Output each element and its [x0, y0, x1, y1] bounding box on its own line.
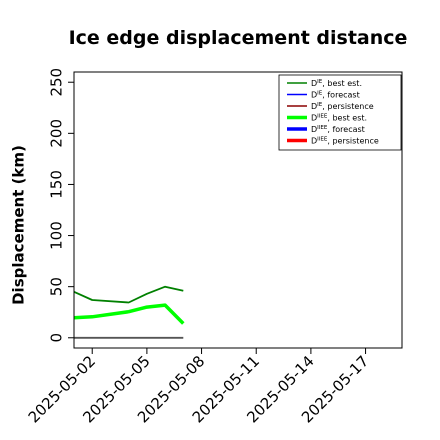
y-tick-label: 50	[48, 277, 66, 296]
legend-label: DIE, best est.	[311, 79, 362, 88]
chart-title: Ice edge displacement distance	[69, 27, 408, 49]
series-line-0	[73, 285, 184, 304]
plot-frame	[73, 71, 403, 349]
y-tick-label: 200	[48, 119, 66, 148]
y-axis-label: Displacement (km)	[10, 145, 28, 305]
series-line-3	[73, 303, 185, 325]
y-tick-label: 150	[48, 170, 66, 199]
legend-label: DIIEE, forecast	[311, 125, 365, 134]
x-axis: 2025-05-022025-05-052025-05-082025-05-11…	[25, 348, 372, 426]
legend-label: DIIEE, best est.	[311, 114, 367, 123]
y-axis: 0 50 100 150 200 250	[48, 68, 74, 343]
plot-area	[73, 285, 185, 339]
legend-label: DIIEE, persistence	[311, 137, 379, 146]
y-tick-label: 250	[48, 68, 66, 97]
legend: DIE, best est. DIE, forecast DIE, persiste…	[278, 74, 402, 151]
y-tick-label: 100	[48, 221, 66, 250]
y-tick-label: 0	[48, 333, 66, 343]
legend-label: DIE, forecast	[311, 91, 360, 100]
legend-box	[278, 74, 402, 151]
legend-label: DIE, persistence	[311, 102, 374, 111]
